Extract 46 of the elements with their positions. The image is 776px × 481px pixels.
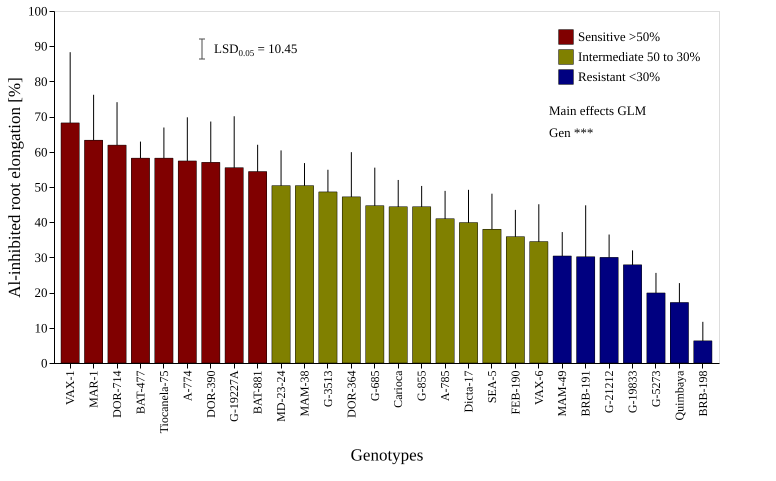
y-tick-label: 80 (34, 74, 48, 89)
x-axis-title: Genotypes (350, 445, 424, 464)
legend-label: Sensitive >50% (578, 29, 660, 44)
x-tick-label: BAT-881 (250, 370, 265, 414)
x-tick-label: Dicta-17 (462, 370, 476, 412)
y-tick-label: 0 (41, 356, 48, 370)
x-tick-label: G-19227A (227, 370, 242, 422)
x-tick-label: A-774 (180, 370, 194, 402)
x-tick-label: DOR-714 (110, 370, 124, 418)
x-tick-label: Carioca (391, 370, 406, 408)
annotation: Main effects GLM (549, 103, 647, 118)
x-tick-label: Tiocanela-75 (156, 370, 171, 434)
y-tick-label: 20 (34, 285, 48, 300)
x-tick-label: DOR-364 (344, 370, 358, 418)
x-tick-label: MD-23-24 (274, 370, 288, 422)
x-tick-label: G-5273 (648, 370, 663, 408)
x-tick-label: BRB-191 (578, 370, 593, 417)
x-tick-label: SEA-5 (484, 370, 499, 404)
annotation: Gen *** (549, 125, 594, 140)
y-tick-label: 100 (28, 4, 48, 18)
y-tick-label: 70 (34, 109, 48, 124)
x-tick-label: MAR-1 (86, 370, 101, 408)
x-tick-label: FEB-190 (508, 370, 522, 415)
x-tick-label: MAM-38 (297, 370, 312, 417)
x-tick-label: Quimbaya (672, 370, 686, 420)
y-tick-label: 10 (34, 320, 48, 336)
x-tick-label: G-21212 (602, 370, 616, 414)
x-tick-label: G-3513 (320, 370, 335, 408)
y-tick-label: 90 (34, 38, 48, 54)
legend-label: Intermediate 50 to 30% (578, 49, 701, 64)
x-tick-label: BAT-477 (133, 370, 148, 414)
x-tick-label: G-855 (414, 370, 429, 402)
y-axis-title: Al-inhibited root elongation [%] (5, 77, 24, 298)
x-tick-label: DOR-390 (204, 370, 218, 418)
x-tick-label: A-785 (438, 370, 452, 402)
x-tick-label: G-19833 (626, 370, 640, 414)
x-tick-label: VAX-6 (532, 370, 546, 405)
x-tick-label: G-685 (368, 370, 382, 402)
y-tick-label: 60 (34, 144, 48, 160)
y-tick-label: 40 (34, 214, 48, 230)
x-tick-label: BRB-198 (696, 370, 710, 417)
legend-label: Resistant <30% (578, 69, 660, 84)
x-tick-label: VAX-1 (63, 370, 78, 405)
x-tick-label: MAM-49 (555, 370, 570, 417)
y-tick-label: 30 (34, 250, 48, 265)
y-tick-label: 50 (34, 180, 48, 194)
